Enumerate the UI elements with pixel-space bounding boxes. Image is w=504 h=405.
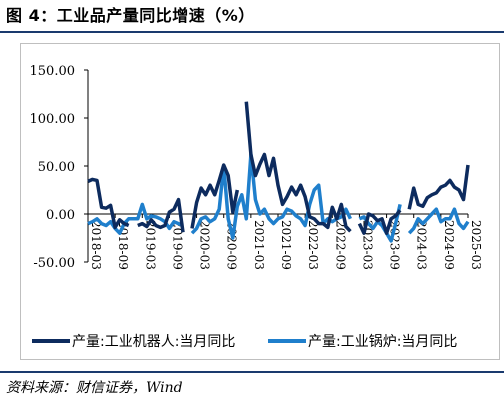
y-tick-label: 100.00 bbox=[30, 112, 76, 127]
y-axis: 150.00 100.00 50.00 0.00 -50.00 bbox=[30, 64, 88, 271]
y-tick-label: 0.00 bbox=[46, 208, 75, 223]
y-tick-label: 50.00 bbox=[38, 160, 75, 175]
x-tick-label: 2025-03 bbox=[469, 220, 483, 270]
legend-label-series-2: 产量:工业锅炉:当月同比 bbox=[308, 334, 457, 350]
bottom-rule bbox=[0, 371, 504, 373]
x-tick-label: 2020-03 bbox=[198, 220, 212, 270]
chart-frame bbox=[20, 43, 500, 360]
x-tick-label: 2023-09 bbox=[388, 220, 402, 270]
legend: 产量:工业机器人:当月同比 产量:工业锅炉:当月同比 bbox=[32, 334, 457, 350]
series-lines bbox=[87, 101, 470, 243]
top-rule bbox=[0, 31, 504, 33]
x-tick-label: 2024-09 bbox=[442, 220, 456, 270]
series-line-2 bbox=[87, 152, 470, 243]
y-tick-label: 150.00 bbox=[30, 64, 76, 79]
figure-title: 图 4：工业品产量同比增速（%） bbox=[6, 6, 255, 25]
x-tick-label: 2019-09 bbox=[170, 220, 184, 270]
x-tick-label: 2021-03 bbox=[252, 220, 266, 270]
x-tick-label: 2018-03 bbox=[89, 220, 103, 270]
x-tick-label: 2021-09 bbox=[279, 220, 293, 270]
x-tick-label: 2022-03 bbox=[306, 220, 320, 270]
x-tick-label: 2022-09 bbox=[333, 220, 347, 270]
x-tick-label: 2019-03 bbox=[143, 220, 157, 270]
legend-label-series-1: 产量:工业机器人:当月同比 bbox=[72, 334, 235, 350]
y-tick-label: -50.00 bbox=[33, 256, 75, 271]
x-tick-label: 2024-03 bbox=[415, 220, 429, 270]
source-note: 资料来源：财信证券，Wind bbox=[6, 380, 183, 396]
x-axis: 2018-03 2018-09 2019-03 2019-09 2020-03 2020-… bbox=[87, 214, 483, 270]
series-line-1 bbox=[87, 101, 470, 235]
